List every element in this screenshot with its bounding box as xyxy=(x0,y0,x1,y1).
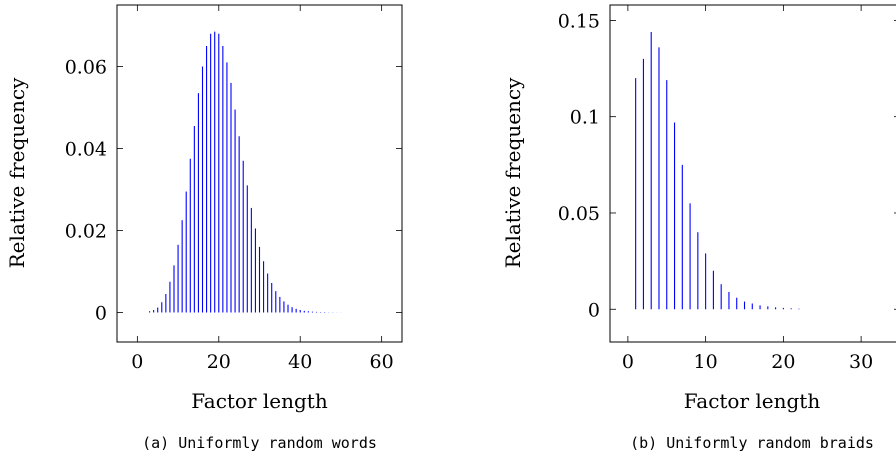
chart-b-x-tick-label: 0 xyxy=(622,351,634,373)
chart-b-frame xyxy=(609,4,896,343)
chart-a-y-tick-label: 0.06 xyxy=(65,56,107,78)
chart-b-x-ticks: 0 10 20 30 xyxy=(622,5,873,373)
chart-a-y-tick-label: 0 xyxy=(95,302,107,324)
chart-a-xlabel: Factor length xyxy=(191,389,328,413)
chart-b-y-ticks: 0 0.05 0.1 0.15 xyxy=(558,10,896,321)
chart-a-bars xyxy=(149,31,342,313)
chart-b-bars xyxy=(635,31,800,310)
chart-a: 0 20 40 60 0 0.02 0.04 0.06 Factor length Rela… xyxy=(5,4,403,452)
chart-b-y-tick-label: 0.15 xyxy=(558,10,600,32)
chart-b-x-tick-label: 30 xyxy=(849,351,873,373)
chart-b-y-tick-label: 0.05 xyxy=(558,203,600,225)
chart-a-x-tick-label: 0 xyxy=(131,351,143,373)
chart-a-y-ticks: 0 0.02 0.04 0.06 xyxy=(65,56,402,324)
chart-b-ylabel: Relative frequency xyxy=(501,77,525,269)
chart-a-x-tick-label: 40 xyxy=(288,351,312,373)
chart-b-x-tick-label: 20 xyxy=(771,351,795,373)
chart-a-frame xyxy=(116,4,403,343)
chart-b-x-tick-label: 10 xyxy=(694,351,718,373)
chart-a-y-tick-label: 0.02 xyxy=(65,220,107,242)
chart-b: 0 10 20 30 0 0.05 0.1 0.15 Factor length Relat… xyxy=(501,4,896,452)
chart-b-caption: (b) Uniformly random braids xyxy=(630,434,874,452)
chart-b-y-tick-label: 0.1 xyxy=(570,107,600,129)
chart-a-y-tick-label: 0.04 xyxy=(65,138,107,160)
chart-b-y-tick-label: 0 xyxy=(588,299,600,321)
chart-a-caption: (a) Uniformly random words xyxy=(142,434,377,452)
chart-a-x-ticks: 0 20 40 60 xyxy=(131,5,394,373)
chart-a-x-tick-label: 60 xyxy=(370,351,394,373)
chart-b-xlabel: Factor length xyxy=(684,389,821,413)
chart-a-ylabel: Relative frequency xyxy=(5,77,29,269)
chart-a-x-tick-label: 20 xyxy=(207,351,231,373)
